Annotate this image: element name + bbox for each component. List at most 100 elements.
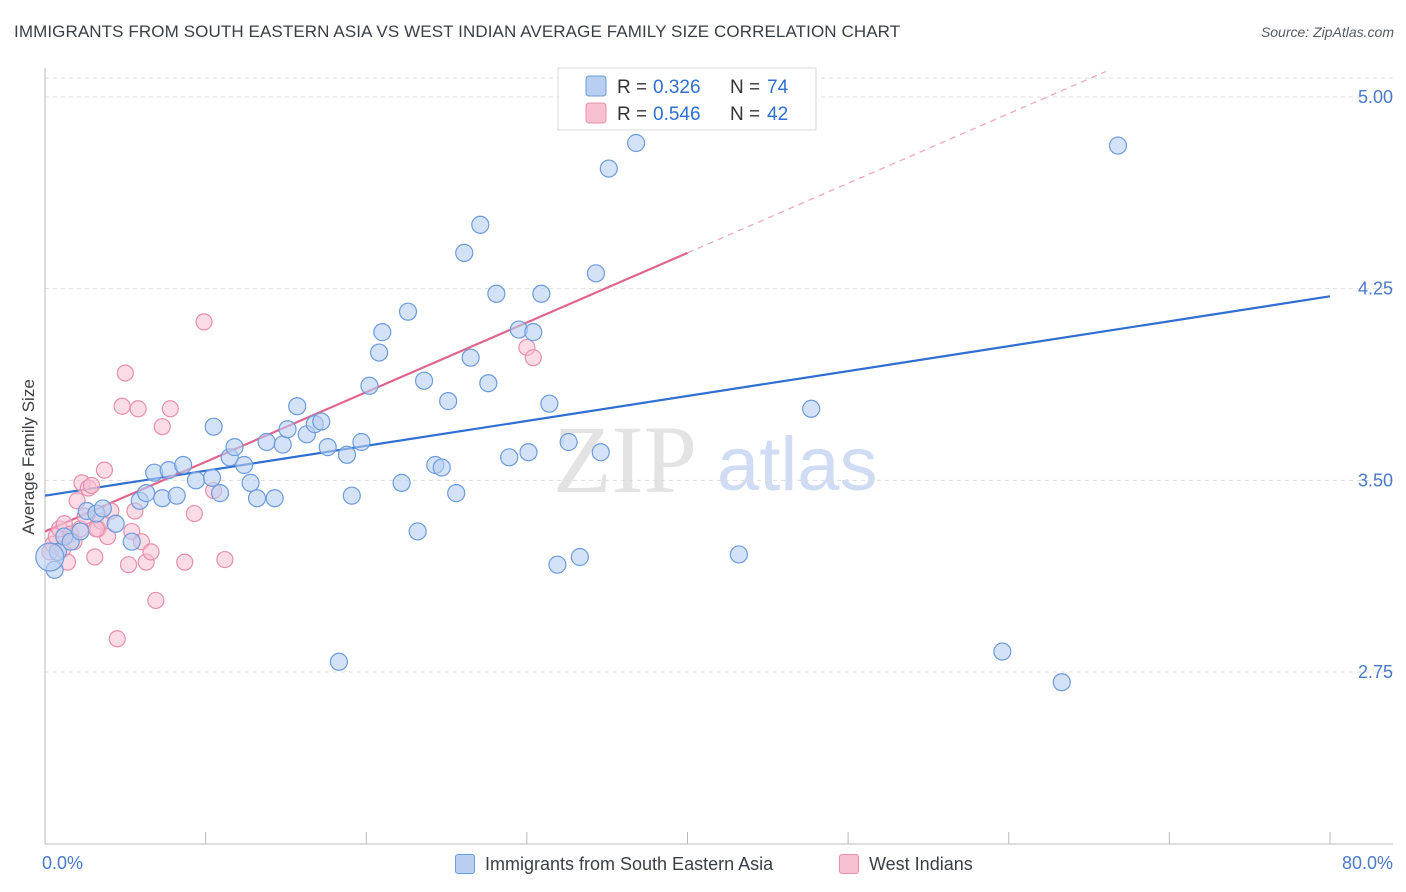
data-point-sea <box>312 412 331 431</box>
data-point-sea <box>360 376 379 395</box>
data-point-sea <box>414 371 434 390</box>
data-point-sea <box>106 514 125 533</box>
data-point-west-indians <box>524 349 542 367</box>
data-point-sea <box>257 432 276 452</box>
chart-title: IMMIGRANTS FROM SOUTH EASTERN ASIA VS WE… <box>14 22 901 41</box>
legend-label-west-indians: West Indians <box>869 853 973 874</box>
data-point-sea <box>241 473 260 492</box>
data-point-west-indians <box>195 313 213 331</box>
data-point-sea <box>532 284 551 303</box>
data-point-sea <box>1052 673 1071 692</box>
data-point-sea <box>329 652 349 671</box>
data-point-sea <box>167 486 186 505</box>
data-point-sea <box>432 458 451 477</box>
data-point-west-indians <box>216 550 234 569</box>
data-point-sea <box>461 348 480 367</box>
data-point-west-indians <box>108 630 126 648</box>
data-point-sea <box>500 448 519 467</box>
legend-swatch-west-indians <box>839 854 859 874</box>
data-point-west-indians <box>86 548 104 566</box>
data-point-sea <box>540 394 559 413</box>
y-tick-label: 5.00 <box>1358 87 1393 107</box>
legend-swatch-pink <box>585 102 607 124</box>
data-point-sea <box>559 432 578 452</box>
watermark-atlas: atlas <box>717 422 878 507</box>
data-point-sea <box>137 484 156 503</box>
data-point-sea <box>570 547 589 567</box>
legend-swatch-sea <box>455 854 475 874</box>
west-indians-points <box>41 313 542 648</box>
y-tick-label: 2.75 <box>1358 662 1393 682</box>
data-point-sea <box>1108 136 1128 155</box>
legend-n-label-2: N = <box>730 104 760 125</box>
y-tick-label: 3.50 <box>1358 470 1393 490</box>
data-point-west-indians <box>119 556 138 574</box>
data-point-sea <box>35 542 65 572</box>
data-point-sea <box>373 323 392 342</box>
data-point-sea <box>352 432 371 452</box>
legend-r-value-1: 0.326 <box>653 77 701 98</box>
data-point-west-indians <box>176 553 194 571</box>
data-point-sea <box>278 420 297 439</box>
data-point-west-indians <box>185 504 203 523</box>
data-point-sea <box>802 399 821 418</box>
data-point-sea <box>626 133 646 153</box>
x-tick-label-min: 0.0% <box>42 853 83 873</box>
data-point-sea <box>524 323 543 342</box>
data-point-sea <box>204 417 223 436</box>
data-point-west-indians <box>95 461 114 479</box>
legend-swatch-blue <box>585 75 607 97</box>
data-point-sea <box>174 455 193 475</box>
data-point-sea <box>487 284 506 303</box>
data-point-sea <box>342 486 361 505</box>
legend-label-sea: Immigrants from South Eastern Asia <box>485 853 774 874</box>
data-point-sea <box>71 522 90 541</box>
legend-r-label-2: R = <box>617 104 647 125</box>
data-point-sea <box>447 484 466 503</box>
legend-r-value-2: 0.546 <box>653 104 701 125</box>
data-point-sea <box>398 302 418 321</box>
y-tick-label: 4.25 <box>1358 279 1393 299</box>
data-point-west-indians <box>87 520 106 538</box>
data-point-sea <box>247 489 267 508</box>
data-point-west-indians <box>116 364 134 382</box>
data-point-sea <box>586 264 606 283</box>
grid-lines <box>45 77 1393 673</box>
data-point-sea <box>337 445 357 464</box>
data-point-sea <box>548 555 567 574</box>
legend-r-label-1: R = <box>617 77 647 98</box>
data-point-sea <box>370 343 389 362</box>
trend-line-sea <box>44 295 1331 497</box>
data-point-west-indians <box>142 543 160 561</box>
data-point-sea <box>93 499 112 518</box>
data-point-sea <box>210 484 230 503</box>
data-point-sea <box>439 392 458 411</box>
data-point-sea <box>202 468 222 487</box>
legend-n-value-2: 42 <box>767 104 788 125</box>
data-point-sea <box>318 438 337 457</box>
x-tick-label-max: 80.0% <box>1342 853 1393 873</box>
legend-item-sea: Immigrants from South Eastern Asia <box>455 851 773 877</box>
legend-n-label-1: N = <box>730 77 760 98</box>
data-point-sea <box>729 545 749 564</box>
data-point-sea <box>225 438 244 457</box>
source-label: Source: ZipAtlas.com <box>1260 24 1394 40</box>
data-point-sea <box>599 159 618 178</box>
legend-item-west-indians: West Indians <box>839 851 973 877</box>
data-point-sea <box>265 489 284 508</box>
data-point-sea <box>408 522 427 541</box>
data-point-sea <box>455 243 474 262</box>
data-point-sea <box>273 435 292 454</box>
data-point-west-indians <box>129 400 147 418</box>
y-axis-label: Average Family Size <box>19 379 38 535</box>
data-point-sea <box>591 443 610 462</box>
data-point-sea <box>471 215 490 234</box>
data-point-sea <box>392 473 411 492</box>
stats-legend: R = 0.326 N = 74 R = 0.546 N = 42 <box>557 67 817 131</box>
data-point-sea <box>122 532 141 551</box>
data-point-sea <box>235 455 254 475</box>
axes: 2.75 3.50 4.25 5.00 <box>44 68 1393 845</box>
data-point-west-indians <box>82 476 101 495</box>
data-point-west-indians <box>113 397 131 415</box>
